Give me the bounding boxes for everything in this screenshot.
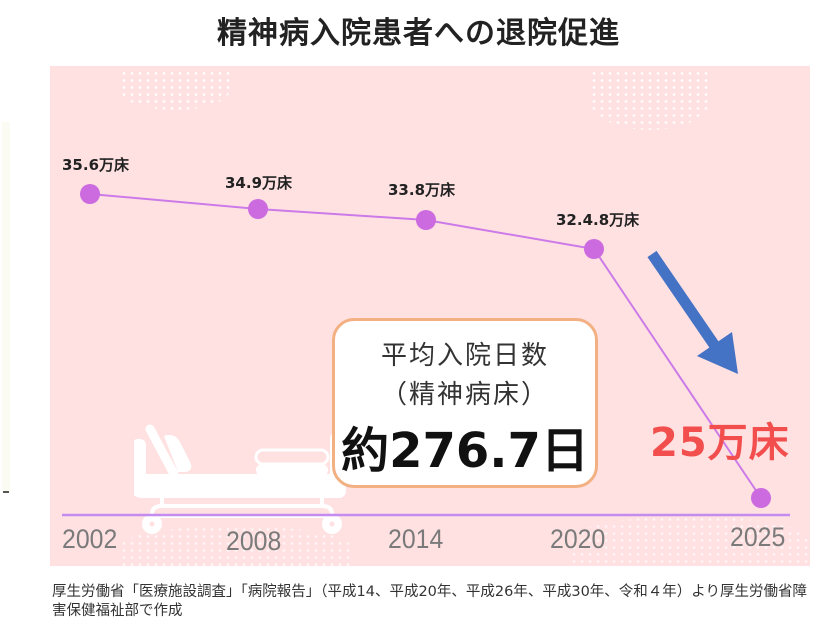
left-edge-strip	[2, 122, 10, 492]
point-label-2002: 35.6万床	[62, 156, 130, 174]
info-box-value: 約276.7日	[341, 423, 589, 479]
point-label-2020: 32.4.8万床	[556, 211, 640, 229]
average-stay-box: 平均入院日数 （精神病床） 約276.7日	[332, 318, 598, 488]
dot-pattern	[120, 526, 350, 566]
line-chart	[62, 184, 790, 517]
x-tick-2008: 2008	[226, 526, 282, 556]
x-tick-2014: 2014	[388, 524, 444, 554]
x-tick-2025: 2025	[730, 522, 786, 552]
data-point-2020	[584, 239, 604, 259]
info-box-subtitle: （精神病床）	[380, 380, 549, 410]
info-box-title: 平均入院日数	[380, 341, 549, 371]
chart-title: 精神病入院患者への退院促進	[217, 16, 620, 51]
x-tick-2002: 2002	[62, 524, 118, 554]
point-label-2008: 34.9万床	[225, 174, 293, 192]
data-point-2008	[248, 199, 268, 219]
down-arrow-icon	[647, 250, 738, 374]
x-tick-2020: 2020	[550, 524, 606, 554]
data-point-2002	[80, 184, 100, 204]
point-label-2014: 33.8万床	[388, 181, 456, 199]
dot-pattern	[590, 70, 710, 130]
dot-pattern	[120, 70, 230, 110]
dot-pattern	[570, 516, 810, 566]
data-point-2025	[751, 488, 771, 508]
source-note: 厚生労働省「医療施設調査」「病院報告」（平成14、平成20年、平成26年、平成3…	[52, 584, 808, 619]
left-edge-tick	[3, 491, 9, 493]
chart-panel: 35.6万床 34.9万床 33.8万床 32.4.8万床 2002 2008 …	[50, 66, 810, 566]
data-point-2014	[416, 210, 436, 230]
target-2025-label: 25万床	[650, 420, 790, 466]
